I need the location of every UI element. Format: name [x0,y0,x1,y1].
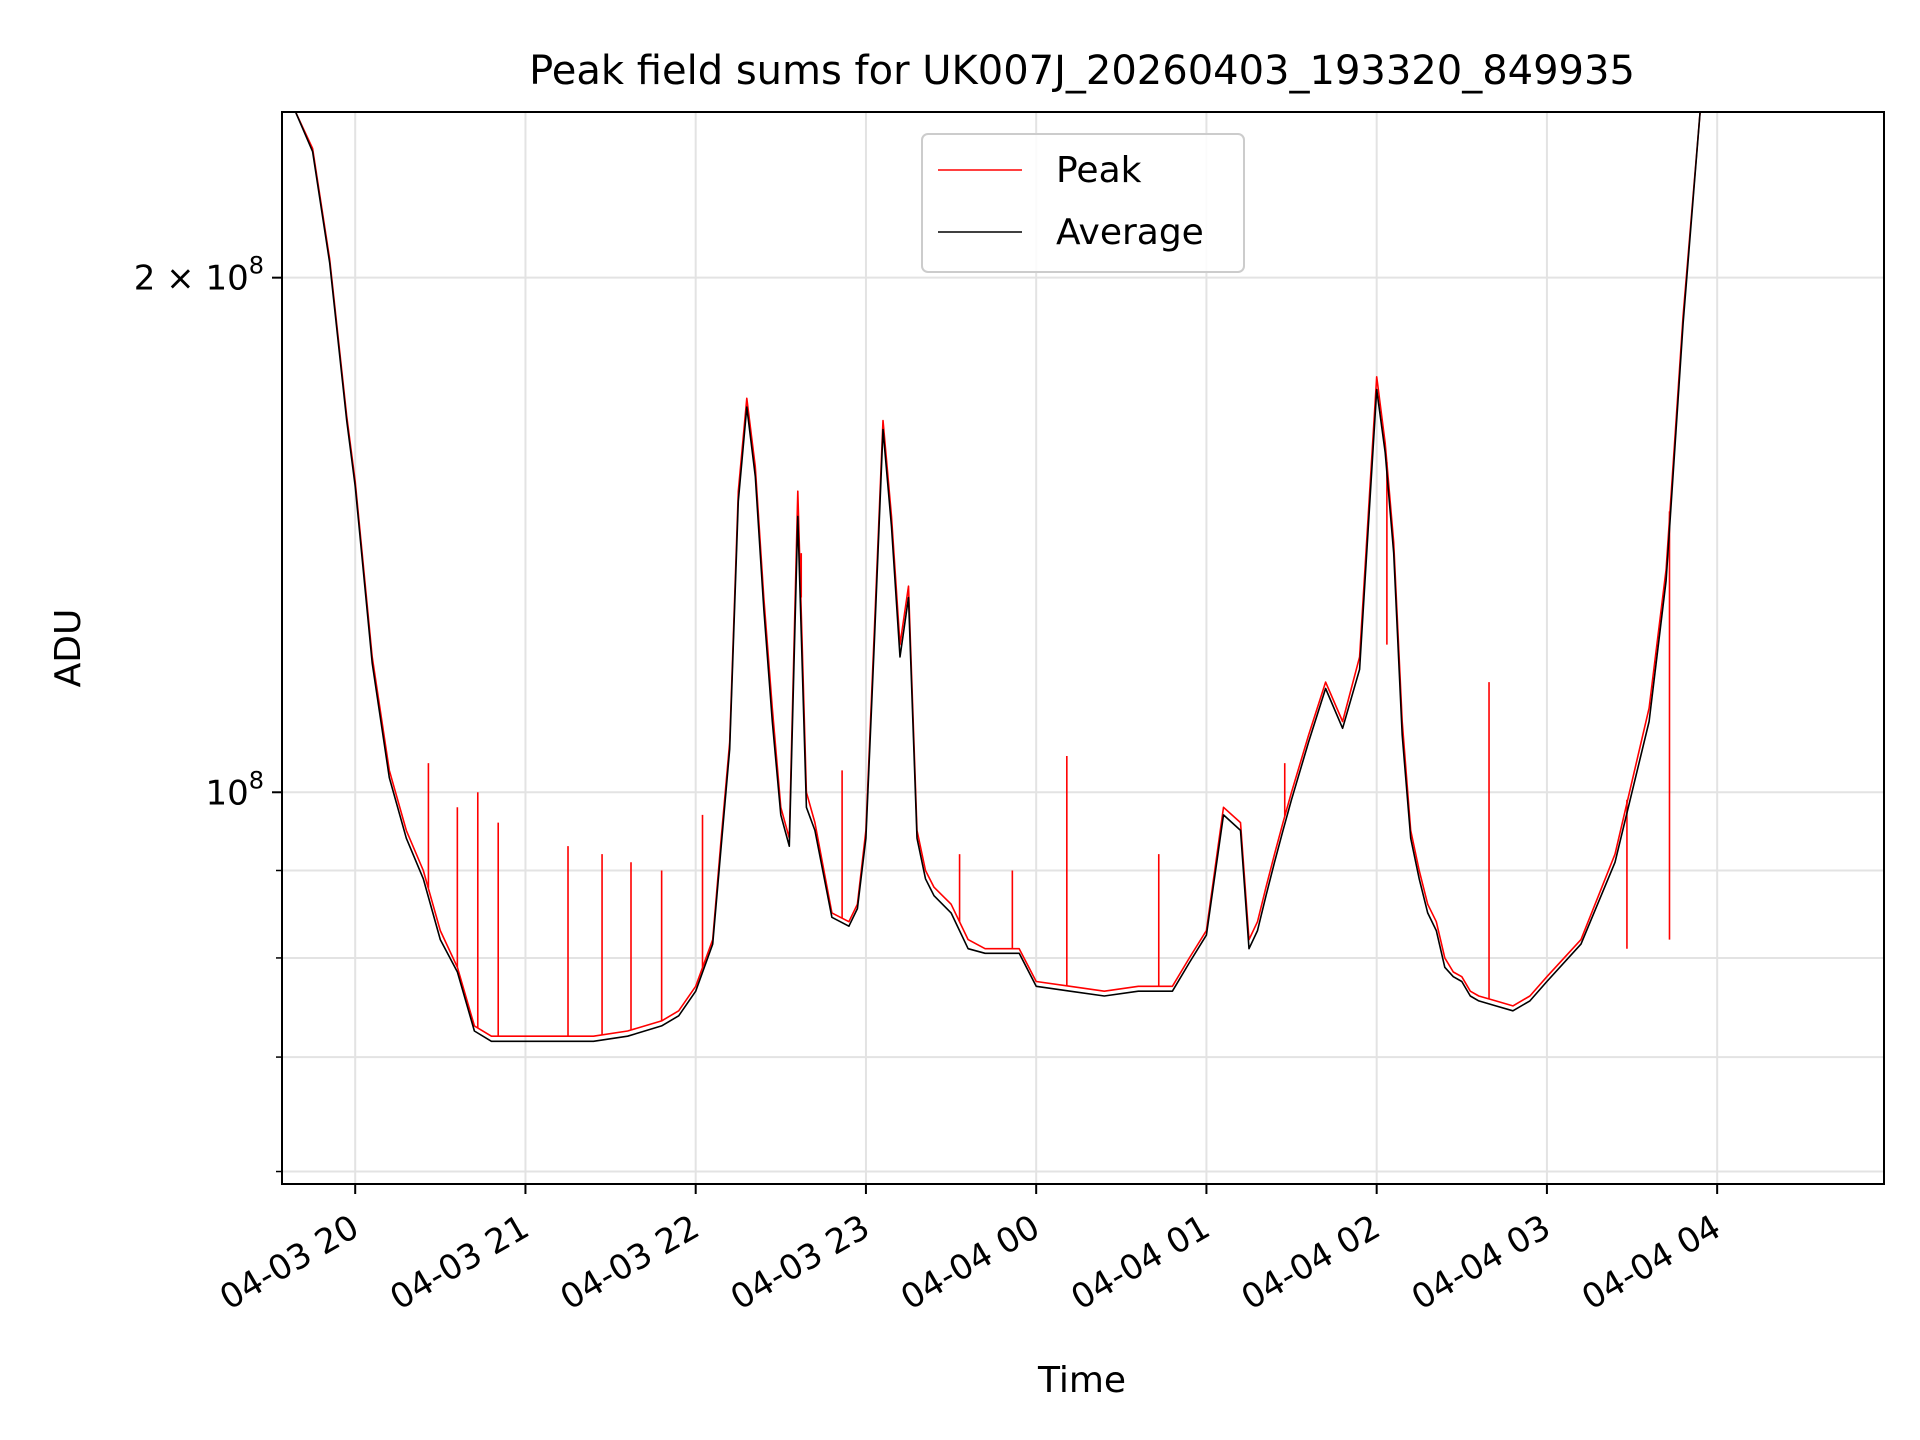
y-tick-label: 2 × 108 [134,252,264,299]
legend-average-label: Average [1056,212,1204,253]
y-axis-ticks: 2 × 108 108 [134,252,282,1173]
plot-frame [281,111,1885,1185]
series-line-average [282,112,1884,1043]
plot-lines [282,112,1884,1043]
legend-box [921,133,1245,273]
y-axis-label: ADU [48,609,89,688]
series-line-peak [282,112,1884,1037]
chart-title: Peak field sums for UK007J_20260403_1933… [529,48,1635,94]
grid [282,112,1884,1184]
x-axis-label: Time [1037,1360,1126,1401]
legend: Peak Average [921,133,1245,273]
legend-peak-label: Peak [1056,150,1142,191]
y-tick-label: 108 [205,766,264,813]
